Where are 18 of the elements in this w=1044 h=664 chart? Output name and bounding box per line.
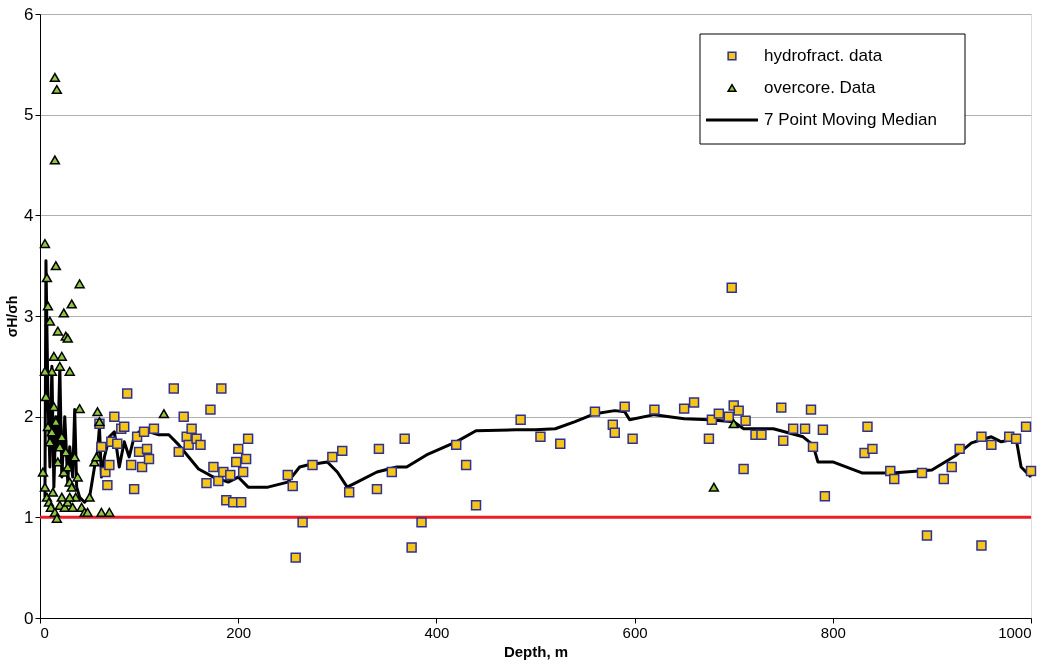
y-tick-label: 0: [24, 608, 34, 628]
y-tick-label: 5: [24, 105, 34, 125]
y-tick-label: 2: [24, 407, 34, 427]
x-axis-title: Depth, m: [503, 642, 569, 660]
x-tick-label: 800: [820, 623, 846, 641]
y-tick-label: 6: [24, 4, 34, 24]
legend-label: overcore. Data: [764, 78, 877, 97]
x-tick-label: 0: [40, 623, 49, 641]
y-tick-label: 1: [24, 507, 34, 527]
x-tick-label: 600: [622, 623, 648, 641]
x-tick-label: 200: [226, 623, 252, 641]
legend-label: 7 Point Moving Median: [764, 110, 937, 129]
legend-label: hydrofract. data: [764, 46, 883, 65]
y-axis-title: σH/σh: [4, 295, 21, 338]
y-tick-label: 3: [24, 306, 34, 326]
y-tick-label: 4: [24, 205, 34, 225]
x-tick-label: 1000: [998, 623, 1032, 641]
x-tick-label: 400: [424, 623, 450, 641]
